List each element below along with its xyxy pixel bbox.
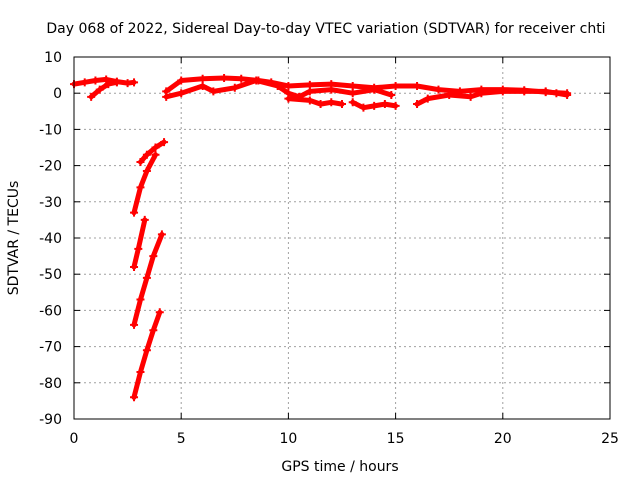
data-trace [131,217,148,270]
y-axis-label: SDTVAR / TECUs [6,181,22,296]
x-tick-label: 20 [494,431,512,447]
data-point [112,78,121,87]
axis-ticks: 0 5 10 15 20 25 10 0 -10 -20 -30 -40 -50 -60 -70 -80 -90 [39,50,619,447]
data-point [136,183,145,192]
data-trace [88,79,120,100]
data-point [273,81,282,90]
data-point [237,74,246,83]
data-point [316,100,325,109]
data-point [327,85,336,94]
data-point [198,74,207,83]
data-point [151,143,160,152]
data-point [284,94,293,103]
y-tick-label: 0 [53,86,62,102]
data-point [130,208,139,217]
data-point [552,89,561,98]
x-tick-label: 25 [601,431,619,447]
data-point [157,230,166,239]
data-point [130,262,139,271]
y-tick-label: -30 [39,195,62,211]
x-tick-label: 10 [279,431,297,447]
data-point [348,98,357,107]
data-point [370,101,379,110]
data-point [359,103,368,112]
x-tick-label: 0 [70,431,79,447]
y-tick-label: 10 [44,50,62,66]
data-point [387,91,396,100]
data-point [466,92,475,101]
data-point [155,308,164,317]
data-point [136,295,145,304]
data-trace [138,139,167,165]
data-point [284,81,293,90]
data-point [520,87,529,96]
x-tick-label: 5 [177,431,186,447]
data-point [104,80,113,89]
data-point [563,91,572,100]
data-point [134,244,143,253]
data-point [130,393,139,402]
data-trace [131,152,158,216]
data-point [177,89,186,98]
data-point [91,76,100,85]
data-point [413,81,422,90]
data-point [198,81,207,90]
data-point [348,89,357,98]
data-point [477,89,486,98]
data-point [136,367,145,376]
data-point [151,150,160,159]
data-point [305,87,314,96]
data-point [140,215,149,224]
y-tick-label: -80 [39,376,62,392]
y-tick-label: -50 [39,267,62,283]
data-point [142,346,151,355]
data-point [142,150,151,159]
data-point [391,81,400,90]
data-point [370,85,379,94]
data-point [149,326,158,335]
grid-lines [74,57,610,419]
data-point [102,75,111,84]
data-points-layer [70,73,572,402]
data-trace [414,88,570,107]
data-point [95,85,104,94]
x-tick-label: 15 [387,431,405,447]
data-point [305,96,314,105]
y-tick-label: -90 [39,412,62,428]
data-point [87,92,96,101]
data-point [177,76,186,85]
y-tick-label: -20 [39,159,62,175]
data-point [391,101,400,110]
chart-title: Day 068 of 2022, Sidereal Day-to-day VTE… [46,21,605,37]
data-point [209,87,218,96]
y-tick-label: -60 [39,303,62,319]
data-point [220,73,229,82]
data-point [230,83,239,92]
data-point [252,76,261,85]
data-point [162,92,171,101]
data-point [445,91,454,100]
data-point [434,85,443,94]
data-point [80,78,89,87]
data-point [142,167,151,176]
data-point [327,98,336,107]
data-point [348,81,357,90]
x-axis-label: GPS time / hours [281,459,398,475]
data-point [149,252,158,261]
data-point [413,100,422,109]
data-point [338,100,346,109]
data-point [541,87,550,96]
y-tick-label: -40 [39,231,62,247]
data-point [136,157,145,166]
data-point [498,87,507,96]
data-point [130,78,139,87]
data-point [130,320,139,329]
data-point [380,100,389,109]
data-point [142,273,151,282]
data-point [423,94,432,103]
y-tick-label: -10 [39,122,62,138]
data-point [160,138,169,147]
y-tick-label: -70 [39,340,62,356]
